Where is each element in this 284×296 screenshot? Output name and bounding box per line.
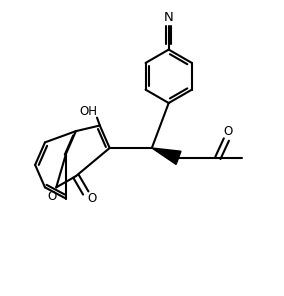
Text: O: O bbox=[87, 192, 97, 205]
Text: OH: OH bbox=[80, 105, 98, 118]
Text: O: O bbox=[223, 125, 232, 138]
Polygon shape bbox=[152, 148, 181, 165]
Text: N: N bbox=[164, 11, 174, 24]
Text: O: O bbox=[47, 190, 57, 203]
